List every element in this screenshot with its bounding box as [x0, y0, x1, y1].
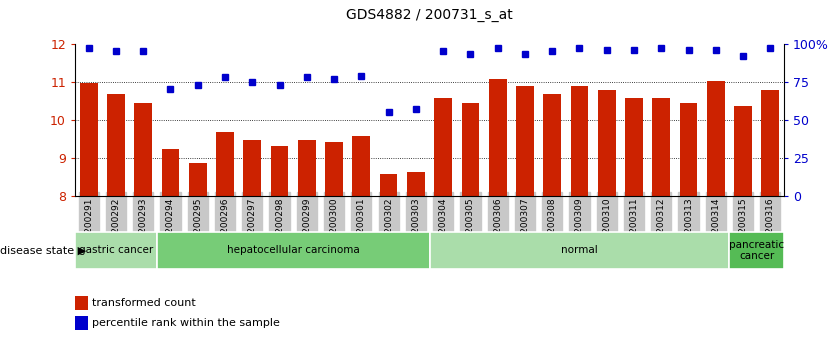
Bar [216, 132, 234, 196]
FancyBboxPatch shape [430, 232, 730, 269]
Bar [734, 106, 752, 196]
Text: percentile rank within the sample: percentile rank within the sample [92, 318, 279, 328]
Text: GDS4882 / 200731_s_at: GDS4882 / 200731_s_at [346, 8, 513, 22]
Bar [80, 83, 98, 196]
Bar [652, 98, 671, 196]
Bar [761, 90, 779, 196]
Bar [598, 90, 615, 196]
Text: pancreatic
cancer: pancreatic cancer [729, 240, 784, 261]
Bar [134, 103, 152, 196]
Bar [271, 146, 289, 196]
Bar [379, 174, 398, 196]
Text: disease state ▶: disease state ▶ [0, 245, 86, 256]
Text: transformed count: transformed count [92, 298, 195, 308]
Text: gastric cancer: gastric cancer [79, 245, 153, 256]
Bar [407, 172, 425, 196]
Bar [543, 94, 561, 196]
Bar [244, 140, 261, 196]
Bar [707, 81, 725, 196]
Bar [516, 86, 534, 196]
Bar [107, 94, 125, 196]
Bar [298, 140, 316, 196]
Bar [162, 149, 179, 196]
Bar [353, 136, 370, 196]
Bar [325, 142, 343, 196]
FancyBboxPatch shape [75, 232, 157, 269]
Bar [626, 98, 643, 196]
Bar [188, 163, 207, 196]
Bar [570, 86, 588, 196]
Text: hepatocellular carcinoma: hepatocellular carcinoma [227, 245, 359, 256]
Bar [435, 98, 452, 196]
Bar [461, 103, 480, 196]
FancyBboxPatch shape [157, 232, 430, 269]
Text: normal: normal [561, 245, 598, 256]
FancyBboxPatch shape [730, 232, 784, 269]
Bar [680, 103, 697, 196]
Bar [489, 79, 506, 196]
